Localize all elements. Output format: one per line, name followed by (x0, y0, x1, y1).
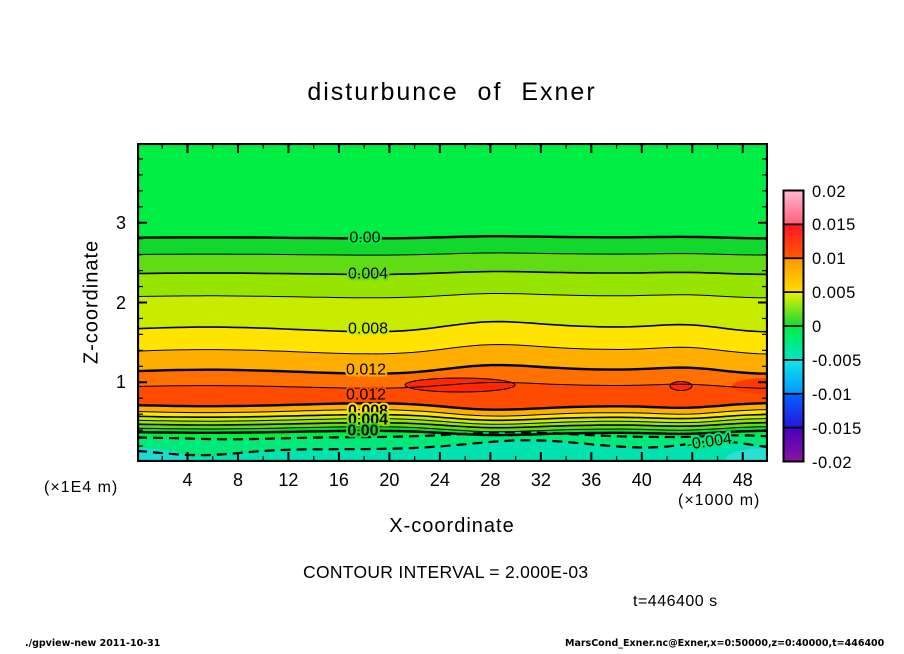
plot-frame (137, 143, 768, 462)
colorbar-tick-label: -0.01 (812, 385, 853, 404)
contour-line (137, 426, 768, 433)
y-tick-label: 3 (115, 212, 126, 233)
chart-title: disturbunce of Exner (307, 78, 597, 106)
cold-pool (137, 448, 190, 462)
colorbar-segment (783, 292, 804, 326)
x-tick-label: 44 (682, 470, 703, 490)
time-label: t=446400 s (633, 593, 718, 610)
contour-label: 0.008 (348, 321, 388, 338)
colorbar-tick-label: -0.005 (812, 351, 862, 370)
colorbar-segment (783, 258, 804, 293)
colorbar-segment (783, 326, 804, 360)
contour-line (137, 343, 768, 355)
x-tick-label: 48 (732, 470, 753, 490)
contour-line (137, 235, 768, 240)
colorbar-tick-label: 0.02 (812, 182, 847, 201)
contour-label: 0.004 (348, 266, 388, 283)
x-tick-label: 20 (379, 470, 400, 490)
colorbar-tick-label: 0 (812, 318, 822, 336)
contour-line (137, 363, 768, 375)
contour-line (137, 417, 768, 425)
contour-label: 0.00 (347, 423, 378, 440)
colorbar-segment (783, 359, 804, 394)
x-tick-label: 40 (631, 470, 652, 490)
contour-line-dashed (137, 439, 768, 457)
colorbar (782, 189, 805, 463)
colorbar-segment (783, 427, 804, 462)
contour-line (137, 409, 768, 417)
footer-command-label: ./gpview-new 2011-10-31 (25, 638, 161, 649)
colorbar-segment (783, 224, 804, 259)
contour-interval-label: CONTOUR INTERVAL = 2.000E-03 (303, 562, 589, 582)
contour-line (137, 382, 768, 389)
contour-label: 0.004 (348, 412, 388, 429)
x-axis-unit-label: (×1000 m) (678, 492, 761, 509)
cold-pool (726, 448, 768, 462)
contour-line (137, 270, 768, 276)
y-tick-label: 1 (115, 372, 126, 393)
footer-file-label: MarsCond_Exner.nc@Exner,x=0:50000,z=0:40… (565, 638, 885, 649)
contour-line (137, 429, 768, 437)
contour-line (137, 252, 768, 256)
colorbar-tick-label: -0.015 (812, 419, 862, 438)
contour-line-dashed (137, 431, 768, 441)
y-axis-unit-label: (×1E4 m) (44, 479, 119, 496)
contour-line (137, 413, 768, 422)
colorbar-frame (782, 189, 805, 463)
colorbar-segment (783, 393, 804, 428)
colorbar-tick-label: -0.02 (812, 453, 853, 472)
contour-band (137, 440, 768, 462)
colorbar-tick-label: 0.01 (812, 250, 847, 269)
x-tick-label: 8 (232, 470, 243, 490)
x-tick-label: 12 (278, 470, 299, 490)
contour-label: 0.008 (348, 403, 388, 420)
contour-label: 0.012 (346, 362, 386, 379)
x-tick-label: 28 (480, 470, 501, 490)
contour-label: 0.012 (346, 387, 386, 404)
y-tick-label: 2 (115, 292, 126, 313)
x-axis-title: X-coordinate (389, 515, 515, 537)
x-tick-label: 36 (581, 470, 602, 490)
x-tick-label: 24 (429, 470, 450, 490)
contour-label: 0.00 (349, 230, 380, 247)
hot-core (404, 377, 516, 393)
colorbar-segment (783, 190, 804, 225)
contour-line (137, 320, 768, 333)
colorbar-tick-label: 0.015 (812, 216, 856, 235)
contour-line (137, 401, 768, 411)
contour-line (137, 293, 768, 299)
x-tick-label: 32 (530, 470, 551, 490)
contour-line (137, 421, 768, 429)
hot-core (669, 381, 693, 391)
x-tick-label: 16 (328, 470, 349, 490)
colorbar-tick-label: 0.005 (812, 284, 856, 303)
x-tick-label: 4 (182, 470, 193, 490)
